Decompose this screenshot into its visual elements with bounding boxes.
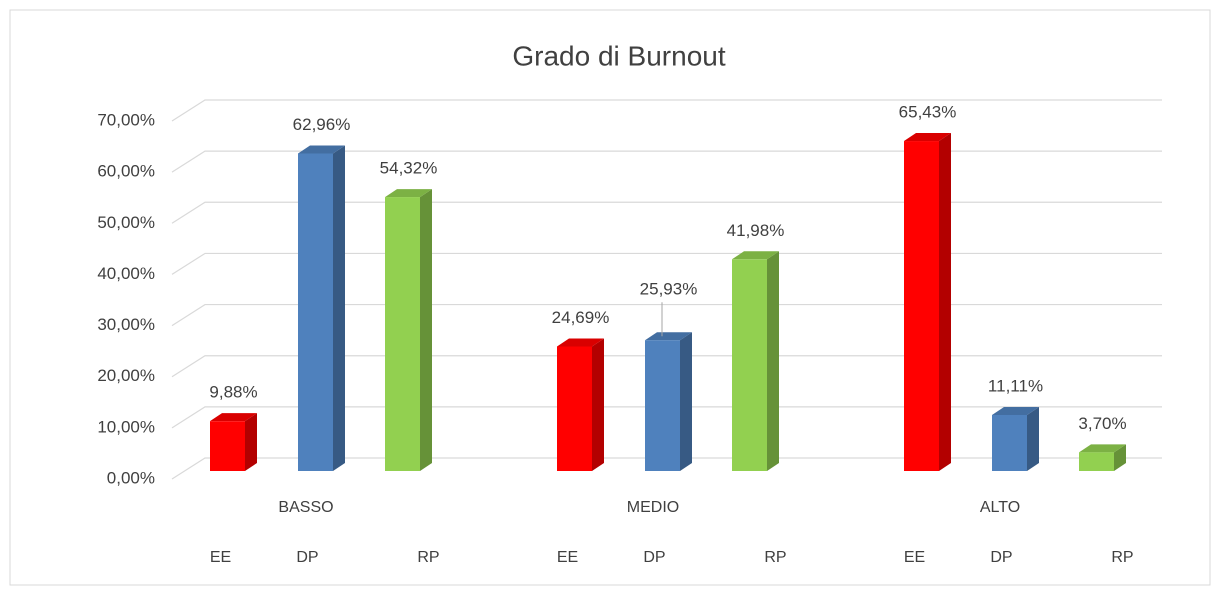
data-label: 41,98% bbox=[727, 221, 785, 240]
bar bbox=[210, 421, 245, 471]
legend-label: DP bbox=[990, 549, 1012, 566]
bar bbox=[557, 346, 592, 471]
legend-label: DP bbox=[296, 549, 318, 566]
bar bbox=[1079, 452, 1114, 471]
bar-top bbox=[645, 332, 692, 341]
data-label: 9,88% bbox=[209, 383, 257, 402]
y-tick-label: 60,00% bbox=[97, 162, 155, 181]
legend-label: RP bbox=[1111, 549, 1133, 566]
bar-side bbox=[245, 413, 257, 471]
bar-side bbox=[939, 133, 951, 472]
data-label: 65,43% bbox=[899, 103, 957, 122]
legend-label: EE bbox=[904, 549, 925, 566]
bar bbox=[904, 141, 939, 472]
legend-label: EE bbox=[557, 549, 578, 566]
data-label: 24,69% bbox=[552, 308, 610, 327]
legend-label: RP bbox=[764, 549, 786, 566]
bar-side bbox=[767, 251, 779, 471]
bar-side bbox=[592, 338, 604, 471]
bar-top bbox=[992, 406, 1039, 415]
bar-side bbox=[1027, 406, 1039, 471]
legend-label: EE bbox=[210, 549, 231, 566]
data-label: 54,32% bbox=[380, 159, 438, 178]
y-tick-label: 10,00% bbox=[97, 417, 155, 436]
data-label: 3,70% bbox=[1078, 414, 1126, 433]
grid-line bbox=[171, 406, 1162, 429]
bar-top bbox=[732, 251, 779, 260]
x-tick-label: MEDIO bbox=[627, 499, 679, 516]
bar-top bbox=[210, 413, 257, 422]
chart-border bbox=[9, 9, 1211, 586]
grid-line bbox=[171, 252, 1162, 275]
bar-top bbox=[557, 338, 604, 347]
bar bbox=[992, 414, 1027, 471]
legend-label: DP bbox=[643, 549, 665, 566]
bar bbox=[385, 197, 420, 471]
bar bbox=[298, 153, 333, 471]
data-label: 11,11% bbox=[988, 376, 1043, 395]
y-tick-label: 70,00% bbox=[97, 110, 155, 129]
grid-line bbox=[171, 150, 1162, 173]
bar-side bbox=[1114, 444, 1126, 471]
bar-side bbox=[333, 145, 345, 471]
data-label: 62,96% bbox=[293, 115, 351, 134]
bar-side bbox=[680, 332, 692, 471]
x-tick-label: BASSO bbox=[278, 499, 333, 516]
y-tick-label: 20,00% bbox=[97, 366, 155, 385]
bar bbox=[645, 340, 680, 471]
bar-top bbox=[904, 133, 951, 142]
x-tick-label: ALTO bbox=[980, 499, 1020, 516]
chart-title: Grado di Burnout bbox=[512, 40, 725, 71]
bar-top bbox=[1079, 444, 1126, 453]
legend-label: RP bbox=[417, 549, 439, 566]
grid-line bbox=[171, 201, 1162, 224]
y-tick-label: 40,00% bbox=[97, 264, 155, 283]
bar-top bbox=[385, 189, 432, 198]
bar-top bbox=[298, 145, 345, 154]
y-tick-label: 30,00% bbox=[97, 315, 155, 334]
grid-line bbox=[171, 303, 1162, 327]
grid-line bbox=[171, 355, 1162, 378]
bar-side bbox=[420, 189, 432, 471]
grid-line bbox=[171, 457, 1162, 480]
data-label: 25,93% bbox=[640, 280, 698, 299]
grid-line bbox=[171, 99, 1162, 122]
y-tick-label: 0,00% bbox=[107, 468, 155, 487]
y-tick-label: 50,00% bbox=[97, 213, 155, 232]
bar bbox=[732, 259, 767, 471]
